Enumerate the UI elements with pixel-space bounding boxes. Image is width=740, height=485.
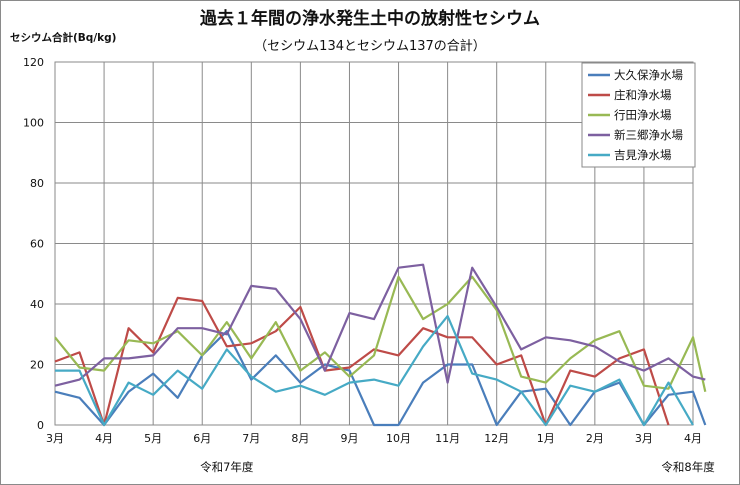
chart-title: 過去１年間の浄水発生土中の放射性セシウム (200, 8, 540, 29)
legend-label: 吉見浄水場 (614, 148, 672, 162)
fiscal-year-label: 令和7年度 (200, 460, 254, 474)
series-layer (54, 263, 707, 427)
x-tick-label: 8月 (291, 432, 309, 445)
y-tick-label: 100 (23, 117, 44, 130)
x-tick-label: 9月 (340, 432, 358, 445)
legend-label: 新三郷浄水場 (614, 128, 683, 142)
x-tick-label: 2月 (586, 432, 604, 445)
chart-subtitle: （セシウム134とセシウム137の合計） (254, 38, 486, 54)
legend-label: 大久保浄水場 (614, 68, 683, 82)
x-tick-label: 10月 (386, 432, 411, 445)
x-tick-label: 6月 (193, 432, 211, 445)
x-tick-label: 11月 (435, 432, 460, 445)
y-tick-label: 60 (30, 238, 44, 251)
x-tick-label: 1月 (537, 432, 555, 445)
legend-label: 庄和浄水場 (614, 88, 672, 102)
y-axis-label: セシウム合計(Bq/kg) (10, 31, 116, 44)
series-line-4 (54, 263, 706, 387)
series-line-1 (54, 330, 707, 427)
series-line-2 (54, 296, 670, 427)
y-tick-label: 40 (30, 298, 44, 311)
tick-labels: 0 20 40 60 80 100 120 3月 4月 5月 6月 7月 8月 9月 10月 11月 12月 1月… (23, 56, 715, 474)
y-tick-label: 20 (30, 359, 44, 372)
series-line-3 (54, 275, 707, 392)
legend-label: 行田浄水場 (614, 108, 672, 122)
series-line-5 (55, 315, 694, 427)
x-tick-label: 5月 (144, 432, 162, 445)
x-tick-label: 7月 (242, 432, 260, 445)
x-tick-label: 3月 (46, 432, 64, 445)
y-tick-label: 120 (23, 56, 44, 69)
fiscal-year-label: 令和8年度 (661, 460, 715, 474)
x-tick-label: 3月 (635, 432, 653, 445)
x-tick-label: 4月 (684, 432, 702, 445)
x-tick-label: 4月 (95, 432, 113, 445)
y-tick-label: 0 (37, 419, 44, 432)
y-tick-label: 80 (30, 177, 44, 190)
x-tick-label: 12月 (484, 432, 509, 445)
